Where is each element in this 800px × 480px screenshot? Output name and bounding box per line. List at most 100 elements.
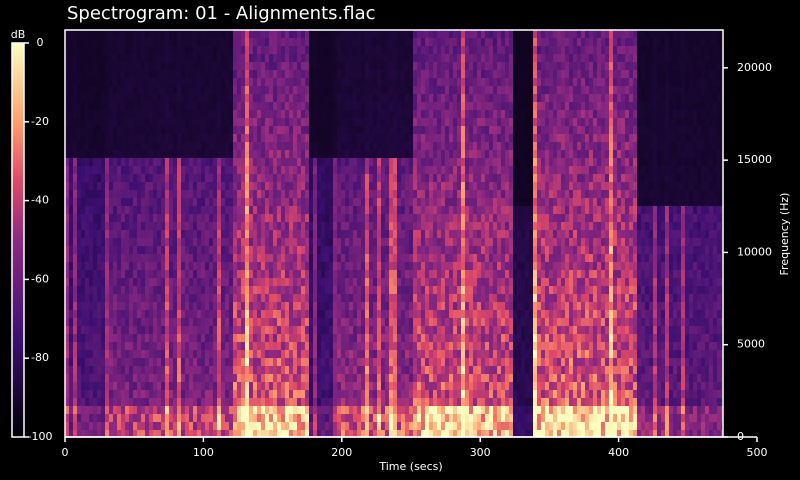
spectrogram-cell [441, 206, 445, 214]
spectrogram-cell [201, 422, 205, 430]
spectrogram-cell [401, 198, 405, 206]
spectrogram-cell [269, 350, 273, 358]
spectrogram-cell [213, 286, 217, 294]
spectrogram-cell [341, 278, 345, 286]
spectrogram-cell [217, 70, 221, 78]
spectrogram-cell [117, 198, 121, 206]
spectrogram-cell [169, 118, 173, 126]
spectrogram-cell [217, 414, 221, 422]
spectrogram-cell [377, 430, 381, 437]
spectrogram-cell [177, 254, 181, 262]
spectrogram-cell [113, 94, 117, 102]
spectrogram-cell [237, 70, 241, 78]
spectrogram-cell [229, 206, 233, 214]
spectrogram-cell [145, 334, 149, 342]
spectrogram-cell [137, 70, 141, 78]
spectrogram-cell [173, 430, 177, 437]
spectrogram-cell [293, 118, 297, 126]
spectrogram-cell [229, 390, 233, 398]
spectrogram-cell [225, 254, 229, 262]
spectrogram-cell [429, 310, 433, 318]
spectrogram-cell [185, 214, 189, 222]
spectrogram-cell [361, 86, 365, 94]
spectrogram-cell [81, 70, 85, 78]
spectrogram-cell [81, 262, 85, 270]
spectrogram-cell [409, 222, 413, 230]
spectrogram-cell [385, 310, 389, 318]
spectrogram-cell [165, 150, 169, 158]
spectrogram-cell [285, 326, 289, 334]
spectrogram-cell [293, 206, 297, 214]
spectrogram-cell [369, 110, 373, 118]
spectrogram-cell [285, 30, 289, 38]
spectrogram-cell [385, 278, 389, 286]
spectrogram-cell [325, 214, 329, 222]
spectrogram-cell [369, 358, 373, 366]
spectrogram-cell [245, 382, 249, 390]
spectrogram-cell [73, 182, 77, 190]
spectrogram-cell [89, 262, 93, 270]
spectrogram-cell [93, 390, 97, 398]
spectrogram-cell [377, 166, 381, 174]
spectrogram-cell [393, 134, 397, 142]
spectrogram-cell [277, 278, 281, 286]
spectrogram-cell [129, 286, 133, 294]
spectrogram-cell [325, 102, 329, 110]
spectrogram-cell [69, 366, 73, 374]
spectrogram-cell [377, 70, 381, 78]
spectrogram-cell [353, 302, 357, 310]
spectrogram-cell [73, 230, 77, 238]
spectrogram-cell [381, 110, 385, 118]
spectrogram-cell [361, 222, 365, 230]
spectrogram-cell [237, 126, 241, 134]
spectrogram-cell [245, 46, 249, 54]
spectrogram-cell [281, 62, 285, 70]
spectrogram-cell [225, 270, 229, 278]
spectrogram-cell [389, 222, 393, 230]
spectrogram-cell [237, 230, 241, 238]
spectrogram-cell [209, 350, 213, 358]
spectrogram-cell [277, 134, 281, 142]
spectrogram-cell [229, 310, 233, 318]
spectrogram-cell [401, 278, 405, 286]
spectrogram-cell [201, 38, 205, 46]
spectrogram-cell [245, 126, 249, 134]
spectrogram-cell [393, 422, 397, 430]
spectrogram-cell [185, 222, 189, 230]
spectrogram-cell [397, 142, 401, 150]
spectrogram-cell [233, 366, 237, 374]
spectrogram-cell [265, 126, 269, 134]
spectrogram-cell [77, 382, 81, 390]
spectrogram-cell [141, 206, 145, 214]
spectrogram-cell [121, 318, 125, 326]
spectrogram-cell [93, 126, 97, 134]
spectrogram-cell [445, 390, 449, 398]
spectrogram-cell [217, 62, 221, 70]
spectrogram-cell [125, 166, 129, 174]
spectrogram-cell [373, 334, 377, 342]
spectrogram-cell [277, 174, 281, 182]
spectrogram-cell [205, 62, 209, 70]
spectrogram-cell [301, 38, 305, 46]
spectrogram-cell [405, 54, 409, 62]
spectrogram-cell [65, 198, 69, 206]
spectrogram-cell [389, 302, 393, 310]
spectrogram-cell [281, 294, 285, 302]
spectrogram-cell [321, 238, 325, 246]
spectrogram-cell [429, 390, 433, 398]
spectrogram-cell [365, 358, 369, 366]
spectrogram-cell [357, 246, 361, 254]
spectrogram-cell [409, 54, 413, 62]
spectrogram-cell [441, 238, 445, 246]
spectrogram-cell [253, 198, 257, 206]
spectrogram-cell [121, 54, 125, 62]
spectrogram-cell [429, 286, 433, 294]
spectrogram-cell [217, 134, 221, 142]
spectrogram-cell [249, 54, 253, 62]
spectrogram-cell [249, 62, 253, 70]
spectrogram-cell [441, 78, 445, 86]
spectrogram-cell [201, 166, 205, 174]
spectrogram-cell [361, 166, 365, 174]
spectrogram-cell [441, 254, 445, 262]
spectrogram-cell [353, 182, 357, 190]
